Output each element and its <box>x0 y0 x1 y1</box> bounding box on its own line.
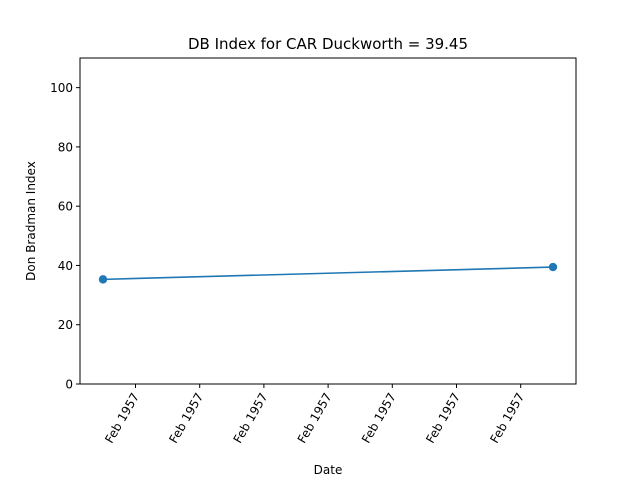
data-point <box>98 275 108 284</box>
y-tick-label: 100 <box>50 81 73 95</box>
y-tick-label: 60 <box>58 200 73 214</box>
x-axis-ticks: Feb 1957 Feb 1957 Feb 1957 Feb 1957 Feb 1957… <box>102 384 527 446</box>
chart-title: DB Index for CAR Duckworth = 39.45 <box>188 35 468 53</box>
y-tick-label: 80 <box>58 140 73 154</box>
x-tick-label: Feb 1957 <box>487 391 527 446</box>
y-tick-label: 20 <box>58 318 73 332</box>
x-axis-label: Date <box>314 463 343 477</box>
x-tick-label: Feb 1957 <box>295 391 335 446</box>
x-tick-label: Feb 1957 <box>359 391 399 446</box>
y-tick-label: 0 <box>65 378 73 392</box>
data-point <box>548 262 558 272</box>
y-axis-ticks: 0 20 40 60 80 100 <box>50 81 80 392</box>
x-tick-label: Feb 1957 <box>231 391 271 446</box>
x-tick-label: Feb 1957 <box>423 391 463 446</box>
y-axis-label: Don Bradman Index <box>24 161 38 281</box>
plot-frame <box>79 57 577 385</box>
y-tick-label: 40 <box>58 259 73 273</box>
x-tick-label: Feb 1957 <box>166 391 206 446</box>
series-line <box>102 266 554 281</box>
x-tick-label: Feb 1957 <box>102 391 142 446</box>
series-layer <box>98 262 558 284</box>
